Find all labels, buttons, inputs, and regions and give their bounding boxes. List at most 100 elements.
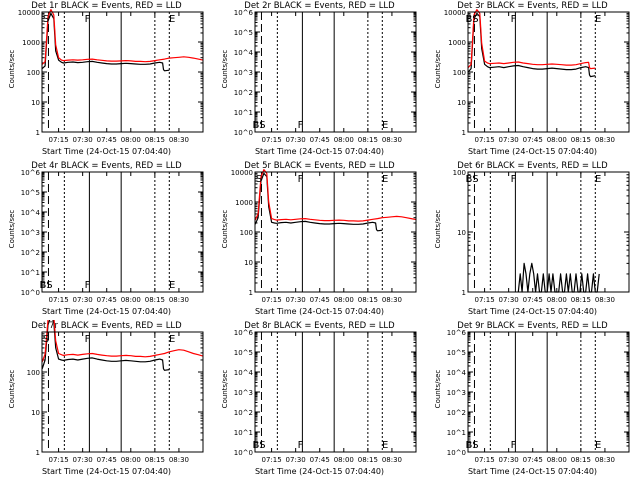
y-tick-label: 1: [249, 289, 253, 297]
chart-title: Det 1r BLACK = Events, RED = LLD: [31, 1, 182, 11]
event-marker-label: BS: [40, 280, 53, 291]
x-tick-label: 08:30: [595, 136, 615, 144]
x-tick-label: 08:30: [382, 136, 402, 144]
plot-frame: [41, 11, 204, 133]
plot-frame: [467, 171, 630, 293]
series-line-lld: [41, 320, 204, 363]
event-marker-label: E: [382, 120, 388, 131]
x-tick-label: 07:45: [97, 136, 117, 144]
event-marker-label: E: [169, 14, 175, 25]
y-tick-label: 1000: [448, 39, 466, 47]
plot-area: 1 10 100 07:15 07:30 07:45 08:00 08:15 08:30 S F E: [27, 320, 204, 464]
panel-det-3r: Det 3r BLACK = Events, RED = LLD Counts/…: [426, 0, 639, 160]
x-tick-label: 08:00: [334, 456, 354, 464]
plot-area: 10^0 10^1 10^2 10^3 10^4 10^5 10^6 07:15 07:30 07…: [234, 329, 417, 464]
y-tick-label: 10^2: [234, 89, 253, 97]
x-axis-label: Start Time (24-Oct-15 07:04:40): [467, 307, 598, 316]
y-tick-label: 10^1: [21, 269, 40, 277]
y-tick-label: 1000: [22, 39, 40, 47]
x-tick-label: 08:00: [547, 296, 567, 304]
series-line-events: [41, 320, 170, 371]
event-marker-label: BS: [466, 174, 479, 185]
event-marker-label: F: [85, 280, 91, 291]
y-tick-label: 10^5: [234, 29, 253, 37]
x-tick-label: 08:15: [358, 296, 378, 304]
event-marker-label: E: [169, 334, 175, 345]
x-tick-label: 07:30: [286, 296, 306, 304]
y-tick-label: 100: [27, 369, 40, 377]
y-tick-label: 10^4: [447, 369, 467, 377]
y-tick-label: 10^1: [447, 429, 466, 437]
plot-area: 10^0 10^1 10^2 10^3 10^4 10^5 10^6 07:15 07:30 07…: [234, 9, 417, 144]
x-axis-label: Start Time (24-Oct-15 07:04:40): [41, 147, 172, 156]
y-tick-label: 10^3: [21, 229, 40, 237]
x-tick-label: 07:15: [261, 296, 281, 304]
x-tick-label: 07:15: [474, 296, 494, 304]
y-tick-label: 10^2: [21, 249, 40, 257]
y-tick-label: 10^3: [234, 389, 253, 397]
y-tick-label: 100: [453, 69, 466, 77]
plot-frame: [467, 11, 630, 133]
y-tick-label: 100: [453, 169, 466, 177]
y-tick-label: 10^0: [447, 449, 466, 457]
x-tick-label: 07:15: [48, 296, 68, 304]
x-tick-label: 08:30: [169, 296, 189, 304]
x-tick-label: 07:30: [286, 456, 306, 464]
event-marker-label: BS: [253, 120, 266, 131]
x-axis-label: Start Time (24-Oct-15 07:04:40): [254, 467, 385, 476]
x-tick-label: 08:00: [334, 136, 354, 144]
plot-frame: [254, 171, 417, 293]
plot-area: 10^0 10^1 10^2 10^3 10^4 10^5 10^6 07:15 07:30 07…: [21, 169, 204, 304]
y-tick-label: 10^1: [234, 109, 253, 117]
chart-title: Det 3r BLACK = Events, RED = LLD: [457, 1, 608, 11]
x-tick-label: 08:15: [358, 456, 378, 464]
event-marker-label: S: [43, 14, 49, 25]
chart-title: Det 4r BLACK = Events, RED = LLD: [31, 161, 182, 171]
y-tick-label: 10: [244, 259, 253, 267]
series-line-events: [517, 262, 600, 293]
x-tick-label: 08:00: [547, 456, 567, 464]
x-tick-label: 08:00: [121, 296, 141, 304]
plot-area: 1 10 100 1000 10000 07:15 07:30 07:45 08:00 08:15…: [444, 9, 630, 144]
x-tick-label: 07:45: [310, 136, 330, 144]
series-line-lld: [467, 9, 596, 70]
x-tick-label: 08:30: [595, 296, 615, 304]
x-tick-label: 08:00: [334, 296, 354, 304]
y-tick-label: 10^5: [21, 189, 40, 197]
plot-frame: [254, 331, 417, 453]
x-axis-label: Start Time (24-Oct-15 07:04:40): [41, 307, 172, 316]
x-axis-label: Start Time (24-Oct-15 07:04:40): [254, 147, 385, 156]
x-tick-label: 08:15: [145, 296, 165, 304]
x-tick-label: 07:15: [48, 456, 68, 464]
x-tick-label: 08:15: [571, 136, 591, 144]
x-tick-label: 07:45: [97, 296, 117, 304]
x-tick-label: 08:30: [169, 136, 189, 144]
y-tick-label: 10^2: [447, 409, 466, 417]
x-axis-label: Start Time (24-Oct-15 07:04:40): [467, 147, 598, 156]
y-tick-label: 10^6: [21, 169, 41, 177]
event-marker-label: F: [85, 14, 91, 25]
event-marker-label: F: [298, 174, 304, 185]
event-marker-label: E: [169, 280, 175, 291]
x-tick-label: 07:45: [523, 296, 543, 304]
panel-det-7r: Det 7r BLACK = Events, RED = LLD Counts/…: [0, 320, 213, 480]
x-axis-label: Start Time (24-Oct-15 07:04:40): [467, 467, 598, 476]
x-tick-label: 08:00: [121, 456, 141, 464]
panel-det-5r: Det 5r BLACK = Events, RED = LLD Counts/…: [213, 160, 426, 320]
x-tick-label: 08:15: [145, 456, 165, 464]
y-tick-label: 1: [36, 129, 40, 137]
event-marker-label: E: [382, 440, 388, 451]
y-tick-label: 10: [31, 409, 40, 417]
series-line-lld: [254, 169, 417, 222]
x-tick-label: 07:15: [474, 456, 494, 464]
event-marker-label: F: [298, 120, 304, 131]
y-tick-label: 10: [457, 99, 466, 107]
event-marker-label: BS: [253, 440, 266, 451]
y-tick-label: 1: [36, 449, 40, 457]
chart-title: Det 9r BLACK = Events, RED = LLD: [457, 321, 608, 331]
event-marker-label: F: [298, 440, 304, 451]
x-tick-label: 07:45: [310, 456, 330, 464]
y-tick-label: 10^6: [447, 329, 467, 337]
event-marker-label: S: [43, 334, 49, 345]
